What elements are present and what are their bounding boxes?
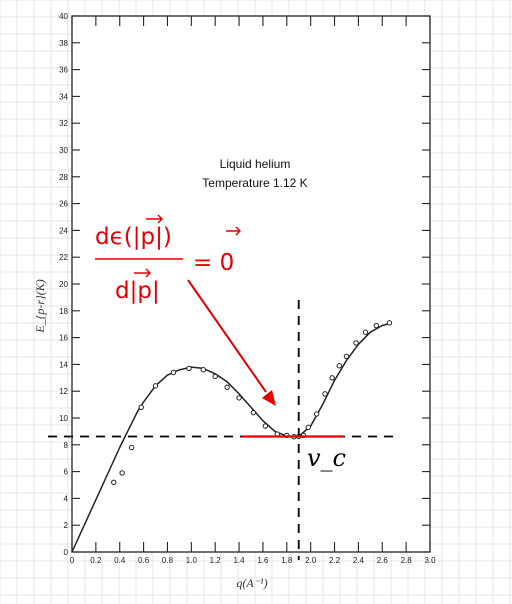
curve-path: [71, 322, 392, 553]
y-axis-label: E_{p-r}(K): [33, 279, 47, 334]
y-tick-label: 8: [64, 441, 69, 450]
y-tick-label: 30: [59, 146, 68, 155]
data-point: [200, 367, 206, 373]
x-axis-label: q(A⁻¹): [236, 576, 267, 590]
pointer-arrow-shaft: [187, 279, 267, 393]
plot-frame: [71, 15, 431, 553]
data-point: [236, 395, 242, 401]
y-tick-label: 0: [64, 548, 69, 557]
vector-arrow-numerator: [146, 214, 163, 224]
data-point: [186, 365, 192, 372]
x-tick-label: 1.6: [257, 556, 269, 565]
data-point: [336, 363, 343, 369]
y-tick-label: 20: [59, 280, 68, 289]
x-tick-label: 0.6: [138, 556, 150, 565]
vector-arrow-zero: [226, 226, 241, 236]
measured-points: [111, 320, 393, 486]
data-point: [262, 423, 269, 429]
x-tick-label: 1.4: [234, 556, 246, 565]
x-tick-label: 2.0: [305, 556, 317, 565]
derivative-equation: dϵ(|p|) d|p| = 0: [95, 214, 241, 304]
y-tick-label: 36: [59, 66, 68, 75]
y-tick-label: 26: [59, 200, 68, 209]
y-tick-label: 6: [64, 468, 69, 477]
data-point: [322, 391, 328, 397]
y-tick-label: 14: [59, 360, 68, 369]
data-point: [212, 373, 218, 380]
x-tick-label: 0: [70, 556, 75, 565]
x-tick-label: 0.4: [114, 556, 126, 565]
plot-border: [71, 15, 431, 553]
y-tick-label: 34: [59, 92, 68, 101]
vector-arrow-denominator: [134, 268, 151, 278]
y-tick-label: 40: [59, 12, 68, 21]
data-point: [170, 369, 177, 376]
data-point: [305, 424, 311, 431]
x-tick-label: 1.2: [210, 556, 222, 565]
dispersion-curve: [71, 322, 392, 553]
x-tick-label: 0.2: [90, 556, 102, 565]
data-point: [373, 322, 379, 329]
y-tick-label: 10: [59, 414, 68, 423]
data-point: [224, 384, 230, 390]
y-tick-label: 32: [59, 119, 68, 128]
critical-point-overlay: [48, 279, 400, 560]
x-tick-label: 2.2: [329, 556, 341, 565]
y-tick-label: 22: [59, 253, 68, 262]
x-tick-label: 1.8: [281, 556, 293, 565]
y-tick-label: 16: [59, 334, 68, 343]
y-tick-label: 12: [59, 387, 68, 396]
data-point: [362, 329, 369, 335]
y-tick-label: 28: [59, 173, 68, 182]
y-tick-label: 18: [59, 307, 68, 316]
x-tick-labels: 0 0.2 0.4 0.6 0.8 1.0 1.2 1.4 1.6 1.8 2.0 2.2 2.4 2.6…: [70, 556, 436, 565]
data-point: [250, 409, 257, 416]
critical-velocity-label: v_c: [307, 444, 346, 472]
y-tick-label: 2: [64, 521, 69, 530]
x-tick-label: 1.0: [186, 556, 198, 565]
annotation-liquid-helium: Liquid helium: [220, 157, 291, 171]
data-point: [128, 444, 135, 451]
x-tick-label: 3.0: [424, 556, 436, 565]
data-point: [313, 411, 320, 417]
x-tick-label: 2.4: [353, 556, 365, 565]
data-point: [329, 375, 335, 381]
annotation-temperature: Temperature 1.12 K: [202, 176, 307, 190]
data-point: [152, 383, 159, 389]
x-tick-label: 2.8: [401, 556, 413, 565]
y-tick-label: 24: [59, 226, 68, 235]
data-point: [386, 320, 393, 326]
equation-denominator: d|p|: [115, 278, 160, 304]
pointer-arrow-head: [262, 390, 276, 406]
x-tick-label: 2.6: [377, 556, 389, 565]
y-tick-label: 4: [64, 494, 69, 503]
data-point: [119, 470, 125, 476]
y-tick-label: 38: [59, 39, 68, 48]
data-point: [353, 340, 359, 346]
data-point: [343, 353, 350, 360]
x-tick-label: 0.8: [162, 556, 174, 565]
equation-rhs: = 0: [193, 250, 234, 276]
data-point: [138, 404, 144, 410]
data-point: [111, 479, 117, 486]
equation-numerator: dϵ(|p|): [95, 224, 172, 250]
axis-ticks: [71, 15, 431, 553]
